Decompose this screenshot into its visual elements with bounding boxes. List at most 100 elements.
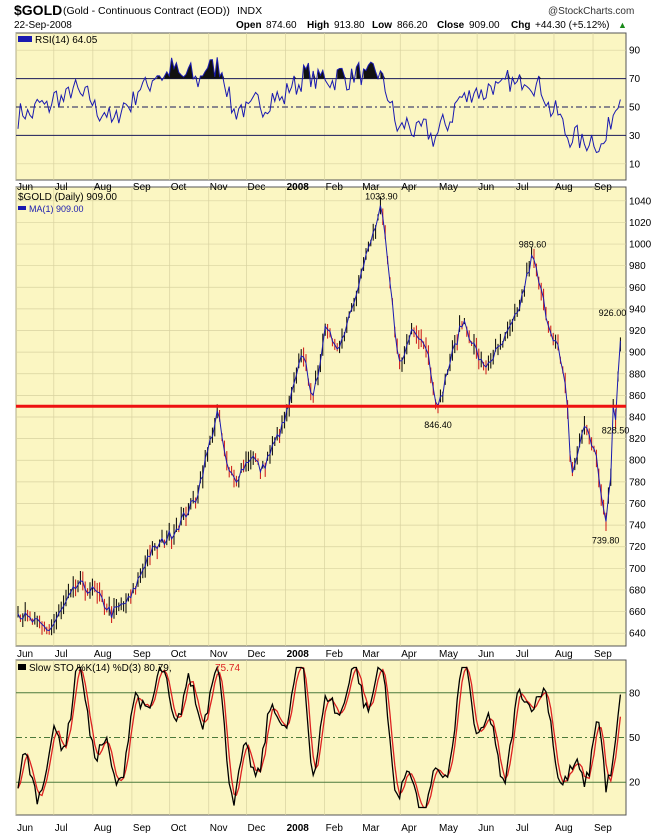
rsi-y-tick-label: 50 bbox=[629, 103, 641, 114]
x-tick-label: 2008 bbox=[287, 649, 310, 660]
price-panel: 1033.90 989.60 926.00 846.40 828.50 739.80 10… bbox=[15, 186, 652, 647]
rsi-overbought-fill bbox=[200, 57, 225, 79]
price-annotation: 828.50 bbox=[602, 425, 630, 435]
price-annotations: 1033.90 989.60 926.00 846.40 828.50 739.80 bbox=[365, 191, 629, 545]
price-panel-background bbox=[15, 186, 627, 647]
x-tick-label: Aug bbox=[94, 649, 112, 660]
rsi-y-tick-label: 30 bbox=[629, 131, 641, 142]
x-tick-label: Nov bbox=[210, 182, 228, 193]
x-tick-label: Jun bbox=[17, 649, 33, 660]
x-tick-label: Mar bbox=[362, 823, 380, 834]
price-y-tick-label: 720 bbox=[629, 542, 646, 553]
chg-value: +44.30 (+5.12%) bbox=[535, 20, 610, 31]
x-tick-label: Sep bbox=[594, 823, 612, 834]
price-annotation: 739.80 bbox=[592, 535, 620, 545]
chg-up-icon: ▲ bbox=[618, 20, 627, 30]
sto-y-tick-label: 80 bbox=[629, 688, 641, 699]
symbol: $GOLD bbox=[14, 2, 62, 18]
rsi-y-axis: 90 70 50 30 10 bbox=[629, 46, 641, 171]
rsi-line bbox=[17, 57, 621, 154]
price-legend: $GOLD (Daily) 909.00 MA(1) 909.00 bbox=[18, 192, 117, 214]
sto-y-axis: 80 50 20 bbox=[629, 688, 641, 788]
price-y-tick-label: 1020 bbox=[629, 218, 652, 229]
x-tick-label: Jul bbox=[516, 823, 529, 834]
price-legend-title: $GOLD (Daily) 909.00 bbox=[18, 192, 117, 203]
x-tick-label: Aug bbox=[555, 182, 573, 193]
x-tick-label: May bbox=[439, 823, 458, 834]
rsi-overbought-fill bbox=[318, 69, 326, 79]
x-tick-label: Aug bbox=[555, 823, 573, 834]
watermark: @StockCharts.com bbox=[548, 6, 634, 17]
sto-legend-swatch bbox=[18, 664, 26, 670]
chart-header: $GOLD (Gold - Continuous Contract (EOD))… bbox=[14, 2, 634, 31]
high-label: High bbox=[307, 20, 329, 31]
x-tick-label: 2008 bbox=[287, 823, 310, 834]
chg-label: Chg bbox=[511, 20, 530, 31]
sto-y-tick-label: 20 bbox=[629, 778, 641, 789]
low-label: Low bbox=[372, 20, 392, 31]
x-tick-label: Sep bbox=[133, 823, 151, 834]
price-y-tick-label: 820 bbox=[629, 434, 646, 445]
x-tick-label: Jul bbox=[55, 649, 68, 660]
price-y-tick-label: 840 bbox=[629, 413, 646, 424]
price-ma-line bbox=[17, 205, 621, 632]
x-tick-label: Apr bbox=[401, 649, 417, 660]
x-tick-label: Oct bbox=[171, 182, 187, 193]
rsi-overbought-fill bbox=[363, 62, 378, 79]
price-y-tick-label: 1040 bbox=[629, 196, 652, 207]
x-tick-label: Mar bbox=[362, 182, 380, 193]
x-tick-label: Dec bbox=[248, 182, 266, 193]
chart-date: 22-Sep-2008 bbox=[14, 20, 72, 31]
sto-label-prefix: Slow STO %K(14) %D(3) 80.79, bbox=[29, 663, 172, 674]
rsi-y-tick-label: 70 bbox=[629, 74, 641, 85]
x-tick-label: Nov bbox=[210, 823, 228, 834]
price-legend-ma: MA(1) 909.00 bbox=[29, 204, 84, 214]
x-tick-label: Aug bbox=[94, 182, 112, 193]
x-tick-label: Sep bbox=[133, 182, 151, 193]
price-x-axis: Jun Jul Aug Sep Oct Nov Dec 2008 Feb Mar Apr May Jun… bbox=[17, 649, 612, 660]
x-tick-label: May bbox=[439, 182, 458, 193]
price-y-tick-label: 780 bbox=[629, 477, 646, 488]
sto-y-tick-label: 50 bbox=[629, 733, 641, 744]
open-value: 874.60 bbox=[266, 20, 297, 31]
rsi-overbought-fill bbox=[303, 63, 311, 79]
x-tick-label: Jul bbox=[55, 823, 68, 834]
rsi-y-tick-label: 10 bbox=[629, 159, 641, 170]
price-y-tick-label: 760 bbox=[629, 499, 646, 510]
rsi-overbought-fills bbox=[145, 57, 542, 79]
x-tick-label: Oct bbox=[171, 649, 187, 660]
price-annotation: 926.00 bbox=[599, 308, 627, 318]
x-tick-label: Dec bbox=[248, 649, 266, 660]
price-annotation: 1033.90 bbox=[365, 191, 398, 201]
price-y-tick-label: 740 bbox=[629, 521, 646, 532]
x-tick-label: Jun bbox=[478, 649, 494, 660]
x-tick-label: Jun bbox=[17, 182, 33, 193]
price-y-tick-label: 940 bbox=[629, 304, 646, 315]
x-tick-label: Jun bbox=[17, 823, 33, 834]
x-tick-label: Mar bbox=[362, 649, 380, 660]
x-tick-label: Dec bbox=[248, 823, 266, 834]
sto-x-axis: Jun Jul Aug Sep Oct Nov Dec 2008 Feb Mar Apr May Jun… bbox=[17, 823, 612, 834]
open-label: Open bbox=[236, 20, 262, 31]
x-tick-label: May bbox=[439, 649, 458, 660]
price-y-tick-label: 960 bbox=[629, 283, 646, 294]
high-value: 913.80 bbox=[334, 20, 365, 31]
rsi-x-axis: Jun Jul Aug Sep Oct Nov Dec 2008 Feb Mar Apr May Jun… bbox=[17, 182, 612, 193]
close-label: Close bbox=[437, 20, 465, 31]
sto-panel: 80 50 20 Slow STO %K(14) %D(3) 80.79, 75.7… bbox=[15, 659, 641, 816]
price-y-tick-label: 680 bbox=[629, 585, 646, 596]
rsi-y-tick-label: 90 bbox=[629, 46, 641, 57]
price-y-tick-label: 800 bbox=[629, 456, 646, 467]
x-tick-label: Apr bbox=[401, 182, 417, 193]
price-y-tick-label: 900 bbox=[629, 348, 646, 359]
sto-k-line bbox=[17, 665, 622, 809]
close-value: 909.00 bbox=[469, 20, 500, 31]
x-tick-label: Aug bbox=[94, 823, 112, 834]
sto-label-d: 75.74 bbox=[215, 663, 240, 674]
price-y-tick-label: 700 bbox=[629, 564, 646, 575]
low-value: 866.20 bbox=[397, 20, 428, 31]
rsi-legend-swatch bbox=[18, 36, 32, 42]
x-tick-label: Oct bbox=[171, 823, 187, 834]
price-y-axis: 1040 1020 1000 980 960 940 920 900 880 860 840 820 8… bbox=[629, 196, 652, 639]
